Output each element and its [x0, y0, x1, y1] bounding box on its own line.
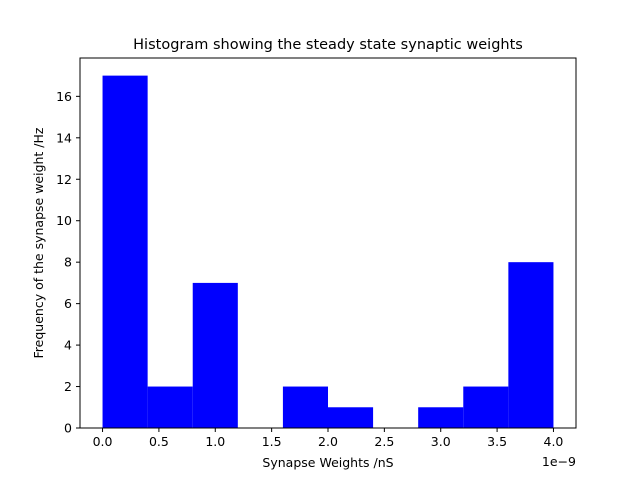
histogram-bar-0	[102, 75, 148, 428]
x-axis-ticks: 0.0 0.5 1.0 1.5 2.0 2.5 3.0 3.5 4.0	[93, 428, 564, 449]
x-tick-label: 1.5	[262, 434, 282, 449]
y-tick-label: 16	[56, 89, 72, 104]
histogram-bar-1	[147, 386, 193, 428]
y-axis-ticks: 0 2 4 6 8 10 12 14 16	[56, 89, 80, 436]
histogram-bar-9	[508, 262, 554, 428]
x-axis-offset-label: 1e−9	[542, 454, 576, 469]
y-tick-label: 14	[56, 130, 72, 145]
x-tick-label: 0.0	[93, 434, 113, 449]
y-tick-label: 10	[56, 213, 72, 228]
y-tick-label: 0	[64, 421, 72, 436]
y-axis-label: Frequency of the synapse weight /Hz	[31, 127, 46, 358]
x-tick-label: 3.5	[487, 434, 507, 449]
y-tick-label: 8	[64, 255, 72, 270]
bars-group	[102, 75, 554, 428]
histogram-bar-5	[328, 407, 374, 428]
histogram-bar-7	[418, 407, 464, 428]
y-tick-label: 4	[64, 338, 72, 353]
histogram-bar-8	[463, 386, 509, 428]
x-tick-label: 1.0	[205, 434, 225, 449]
y-tick-label: 2	[64, 379, 72, 394]
plot-frame	[79, 57, 577, 429]
y-tick-label: 12	[56, 172, 72, 187]
x-tick-label: 3.0	[431, 434, 451, 449]
histogram-bar-4	[282, 386, 328, 428]
histogram-bar-2	[192, 282, 238, 428]
chart-title: Histogram showing the steady state synap…	[133, 37, 523, 53]
x-tick-label: 2.5	[374, 434, 394, 449]
x-axis-label: Synapse Weights /nS	[262, 455, 393, 470]
x-tick-label: 2.0	[318, 434, 338, 449]
y-tick-label: 6	[64, 296, 72, 311]
x-tick-label: 0.5	[149, 434, 169, 449]
x-tick-label: 4.0	[544, 434, 564, 449]
